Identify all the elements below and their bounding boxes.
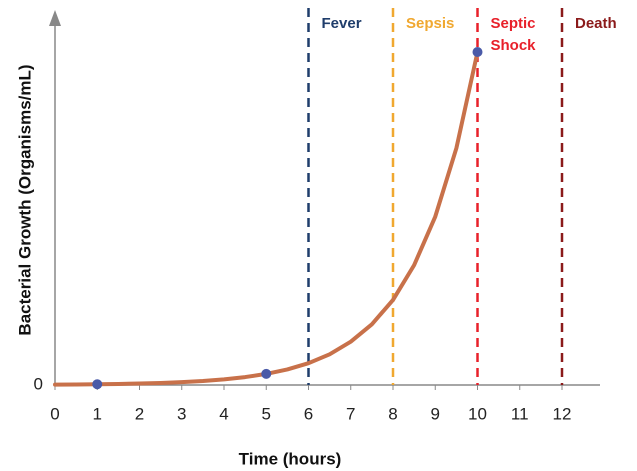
- stage-label: Sepsis: [406, 15, 454, 32]
- x-tick-label: 7: [346, 404, 355, 423]
- x-tick-label: 11: [511, 404, 529, 423]
- stage-label: Fever: [322, 15, 362, 32]
- x-tick-label: 2: [135, 404, 144, 423]
- x-tick-label: 5: [262, 404, 271, 423]
- data-point: [92, 379, 103, 390]
- stage-label: Septic: [491, 15, 536, 32]
- x-tick-label: 4: [219, 404, 228, 423]
- x-tick-label: 6: [304, 404, 313, 423]
- stage-label: Death: [575, 15, 617, 32]
- x-tick-label: 3: [177, 404, 186, 423]
- data-point: [261, 368, 272, 379]
- growth-curve: [53, 50, 480, 387]
- x-tick-label: 9: [431, 404, 440, 423]
- x-tick-label: 12: [553, 404, 572, 423]
- x-tick-label: 8: [388, 404, 397, 423]
- x-tick-label: 1: [93, 404, 102, 423]
- data-point: [472, 47, 483, 57]
- y-axis-title: Bacterial Growth (Organisms/mL): [15, 64, 34, 335]
- y-tick-label: 0: [34, 374, 43, 393]
- x-axis-title: Time (hours): [239, 449, 342, 468]
- y-axis-arrow: [49, 10, 61, 26]
- x-tick-label: 0: [50, 404, 59, 423]
- stage-label: Shock: [491, 37, 537, 54]
- x-tick-label: 10: [468, 404, 487, 423]
